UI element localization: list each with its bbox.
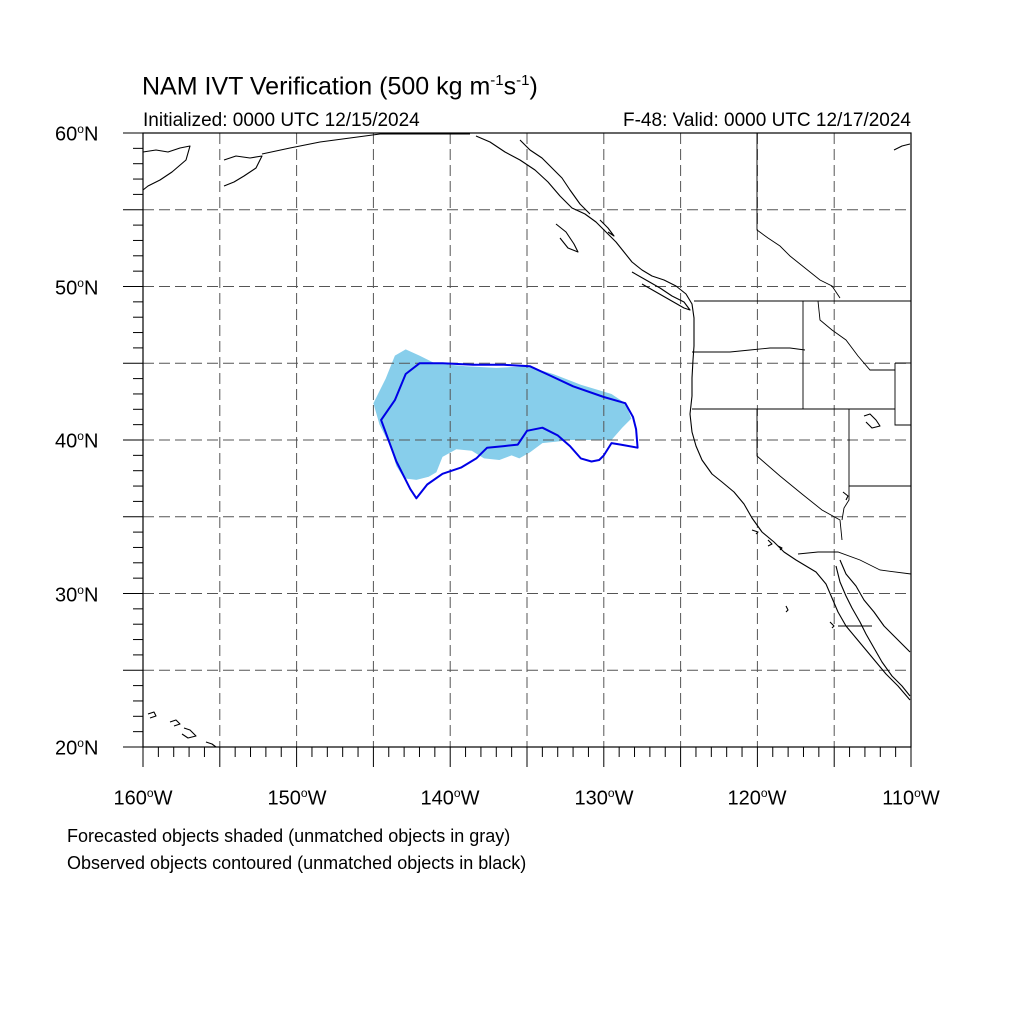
lon-label-150w: 150oW xyxy=(267,786,327,810)
lon-label-120w: 120oW xyxy=(727,786,787,810)
border-line xyxy=(817,300,895,371)
coastline-segment xyxy=(205,741,217,748)
border-line xyxy=(797,551,912,575)
border-line xyxy=(894,363,911,426)
map-frame xyxy=(123,132,912,767)
lat-label-60n: 60oN xyxy=(55,122,99,146)
observed-object-contour xyxy=(380,362,639,500)
border-line xyxy=(692,347,806,353)
lon-label-160w: 160oW xyxy=(113,786,173,810)
forecast-object xyxy=(373,349,632,480)
lat-lon-grid xyxy=(143,133,911,747)
coastline-segment xyxy=(785,605,789,613)
lon-label-140w: 140oW xyxy=(420,786,480,810)
coastline-segment xyxy=(835,565,911,697)
coastline-segment xyxy=(777,545,783,551)
footnote-observed: Observed objects contoured (unmatched ob… xyxy=(67,853,527,873)
map-title: NAM IVT Verification (500 kg m-1s-1) xyxy=(142,72,538,101)
coastline-segment xyxy=(829,621,835,629)
border-line xyxy=(848,409,911,487)
observed-object-outline xyxy=(380,362,639,500)
footnote-forecast: Forecasted objects shaded (unmatched obj… xyxy=(67,826,511,846)
valid-time: F-48: Valid: 0000 UTC 12/17/2024 xyxy=(623,110,911,131)
lat-label-20n: 20oN xyxy=(55,736,99,760)
coastline-segment xyxy=(147,711,157,719)
coastlines xyxy=(142,133,912,748)
border-line xyxy=(756,409,843,541)
initialized-time: Initialized: 0000 UTC 12/15/2024 xyxy=(143,110,420,131)
coastline-segment xyxy=(261,133,470,155)
coastline-segment xyxy=(555,223,579,253)
coastline-segment xyxy=(599,219,615,237)
coastline-segment xyxy=(767,539,773,547)
border-line xyxy=(841,486,850,521)
lat-label-30n: 30oN xyxy=(55,583,99,607)
coastline-segment xyxy=(169,719,181,727)
coastline-segment xyxy=(223,155,263,187)
coastline-segment xyxy=(839,559,911,653)
coastline-segment xyxy=(519,139,591,215)
coastline-segment xyxy=(631,271,691,311)
forecast-object-shape xyxy=(373,349,632,480)
coastline-segment xyxy=(475,135,911,701)
lon-label-110w: 110oW xyxy=(882,786,940,810)
coastline-segment xyxy=(893,143,911,151)
lat-label-40n: 40oN xyxy=(55,429,99,453)
coastline-segment xyxy=(863,413,881,429)
lat-label-50n: 50oN xyxy=(55,276,99,300)
coastline-segment xyxy=(842,491,849,501)
coastline-segment xyxy=(181,727,197,739)
coastline-segment xyxy=(142,145,191,191)
lon-label-130w: 130oW xyxy=(574,786,634,810)
coastline-segment xyxy=(751,529,759,535)
border-line xyxy=(756,133,841,299)
